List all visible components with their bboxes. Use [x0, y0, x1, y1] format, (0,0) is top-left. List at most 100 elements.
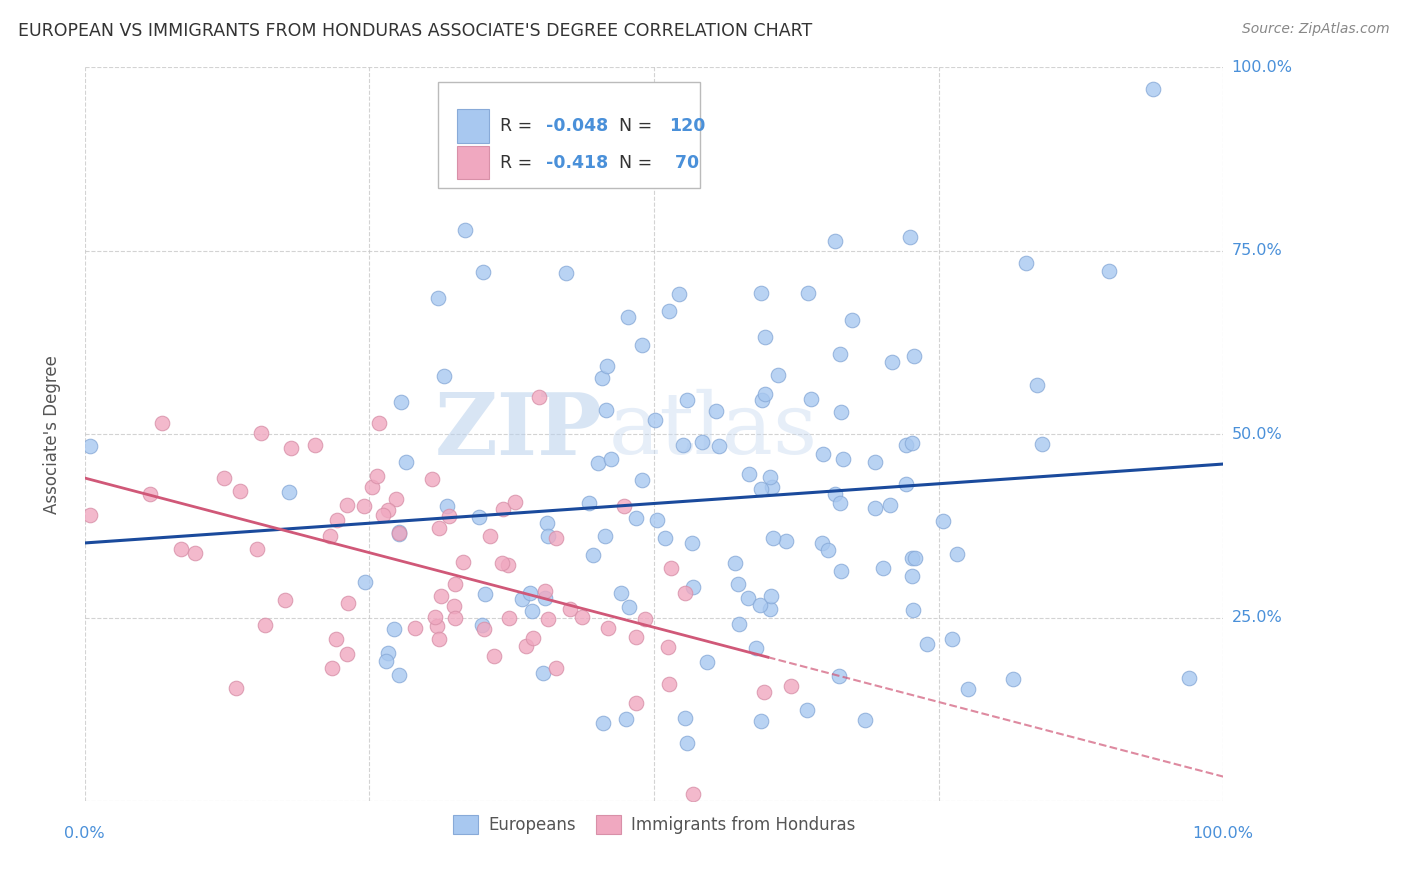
Point [658, 677, 681, 691]
Text: 25.0%: 25.0% [1232, 610, 1282, 625]
Point [468, 510, 491, 524]
Point [527, 391, 550, 405]
Point [904, 551, 927, 566]
Text: N =: N = [609, 153, 658, 171]
Point [371, 508, 394, 523]
Point [853, 713, 876, 727]
Text: 120: 120 [669, 117, 706, 135]
Point [422, 472, 444, 486]
Point [672, 438, 695, 452]
Point [676, 735, 699, 749]
Point [225, 681, 247, 696]
Point [472, 265, 495, 279]
Point [796, 703, 818, 717]
Point [915, 637, 938, 651]
Point [522, 604, 544, 618]
Point [762, 532, 785, 546]
Point [841, 313, 863, 327]
Point [591, 371, 613, 385]
Point [630, 337, 652, 351]
Point [707, 439, 730, 453]
Point [751, 393, 773, 408]
Point [779, 679, 801, 693]
Point [170, 542, 193, 557]
Point [391, 395, 413, 409]
Point [1002, 672, 1025, 686]
Point [245, 542, 267, 557]
Point [377, 502, 399, 516]
Text: 0.0%: 0.0% [65, 826, 105, 841]
Point [444, 610, 467, 624]
Point [443, 599, 465, 613]
Point [79, 439, 101, 453]
Text: ZIP: ZIP [434, 389, 603, 473]
Point [482, 649, 505, 664]
Point [353, 499, 375, 513]
Text: 50.0%: 50.0% [1232, 426, 1282, 442]
Point [610, 586, 633, 600]
Point [474, 587, 496, 601]
Text: R =: R = [501, 117, 538, 135]
Point [724, 556, 747, 570]
Point [321, 661, 343, 675]
Point [645, 513, 668, 527]
Point [811, 447, 834, 461]
Point [367, 416, 389, 430]
Point [613, 500, 636, 514]
Point [668, 287, 690, 301]
Point [596, 622, 619, 636]
Point [811, 536, 834, 550]
Point [319, 529, 342, 543]
Text: EUROPEAN VS IMMIGRANTS FROM HONDURAS ASSOCIATE'S DEGREE CORRELATION CHART: EUROPEAN VS IMMIGRANTS FROM HONDURAS ASS… [18, 22, 813, 40]
Point [592, 715, 614, 730]
Point [595, 403, 617, 417]
Point [537, 612, 560, 626]
Point [578, 496, 600, 510]
Bar [457, 145, 489, 179]
Point [582, 548, 605, 562]
Point [761, 480, 783, 494]
Point [865, 455, 887, 469]
Point [754, 387, 776, 401]
Point [658, 304, 681, 318]
Y-axis label: Associate's Degree: Associate's Degree [44, 355, 60, 514]
Point [727, 577, 749, 591]
Text: -0.048: -0.048 [546, 117, 607, 135]
Point [546, 531, 568, 545]
Point [682, 580, 704, 594]
Point [828, 495, 851, 509]
Point [325, 513, 347, 527]
Point [454, 223, 477, 237]
Point [759, 602, 782, 616]
Point [139, 487, 162, 501]
Point [659, 560, 682, 574]
Point [900, 436, 922, 450]
Point [696, 655, 718, 669]
Point [353, 574, 375, 589]
Point [749, 714, 772, 728]
Text: -0.418: -0.418 [546, 153, 607, 171]
Point [254, 617, 277, 632]
Point [830, 405, 852, 419]
Text: N =: N = [609, 117, 658, 135]
Point [544, 661, 567, 675]
Point [375, 654, 398, 668]
Point [1026, 377, 1049, 392]
Point [388, 668, 411, 682]
Point [828, 347, 851, 361]
Point [304, 438, 326, 452]
Point [797, 286, 820, 301]
Point [451, 555, 474, 569]
Point [898, 230, 921, 244]
Point [657, 640, 679, 655]
FancyBboxPatch shape [437, 82, 700, 188]
Point [704, 404, 727, 418]
Point [433, 369, 456, 384]
Point [503, 494, 526, 508]
Point [749, 483, 772, 497]
Point [388, 524, 411, 539]
Point [596, 359, 619, 373]
Point [766, 368, 789, 383]
Point [631, 473, 654, 487]
Point [633, 612, 655, 626]
